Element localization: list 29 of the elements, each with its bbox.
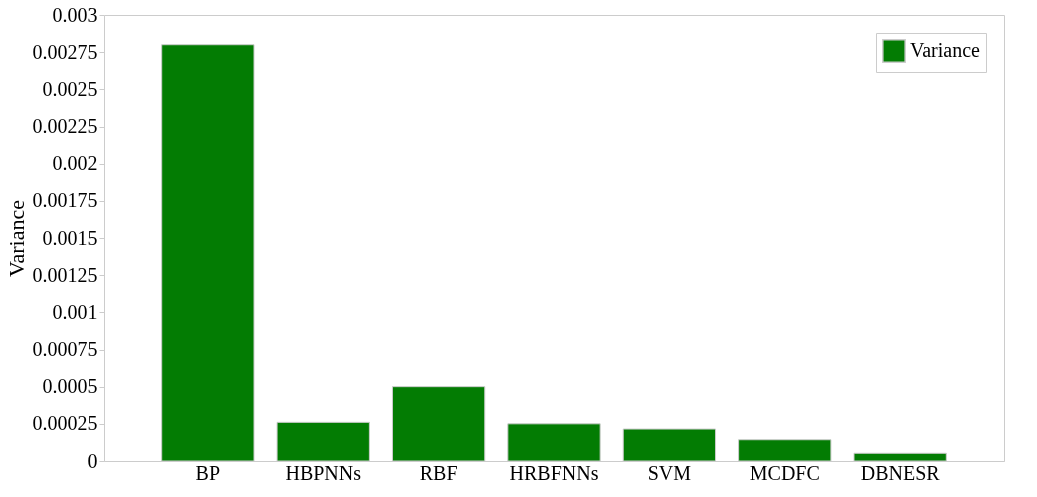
x-tick-label: BP — [195, 461, 221, 484]
y-tick-label: 0.0025 — [42, 77, 98, 100]
y-tick-label: 0 — [87, 449, 98, 472]
x-tick-label: SVM — [647, 461, 692, 484]
y-tick-label: 0.00275 — [32, 40, 98, 63]
y-tick-label: 0.00025 — [32, 412, 98, 435]
y-tick-label: 0.00225 — [32, 115, 98, 137]
y-tick-label: 0.00175 — [32, 189, 98, 212]
bar — [391, 386, 486, 462]
y-tick-label: 0.002 — [52, 152, 98, 175]
y-tick-label: 0.00075 — [32, 338, 98, 360]
y-tick-label: 0.001 — [52, 300, 98, 323]
x-tick-label: HBPNNs — [285, 461, 362, 484]
bar — [738, 439, 832, 462]
x-tick-label: RBF — [419, 461, 458, 484]
bar — [161, 44, 255, 462]
bar — [853, 452, 947, 462]
y-tick-label: 0.003 — [52, 3, 98, 26]
x-tick-label: MCDFC — [749, 461, 820, 484]
y-axis-title: Variance — [3, 200, 29, 277]
y-tick-label: 0.0005 — [42, 375, 98, 398]
legend-label: Variance — [910, 39, 981, 61]
x-tick-label: HRBFNNs — [509, 461, 599, 484]
y-tick-label: 0.0015 — [42, 226, 98, 249]
bar — [276, 421, 370, 462]
bar — [507, 423, 601, 462]
y-tick-label: 0.00125 — [32, 263, 98, 286]
bar — [622, 428, 717, 462]
x-tick-label: DBNESR — [860, 461, 941, 484]
